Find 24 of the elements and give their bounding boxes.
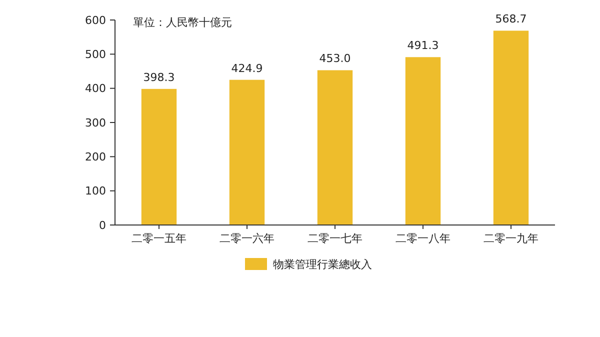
annotation: 單位：人民幣十億元	[133, 16, 232, 29]
bar	[317, 70, 353, 225]
y-tick-label: 500	[85, 48, 106, 62]
legend-label: 物業管理行業總收入	[273, 258, 372, 271]
x-tick-label: 二零一九年	[484, 232, 538, 245]
y-tick-label: 100	[85, 184, 106, 198]
text: 491.3	[407, 39, 439, 52]
bar	[141, 88, 177, 225]
x-tick-label: 二零一七年	[308, 232, 362, 245]
x-tick-label: 二零一六年	[220, 232, 274, 245]
bar	[493, 30, 529, 225]
text: 453.0	[319, 52, 351, 66]
y-tick-label: 400	[85, 82, 106, 96]
text: 424.9	[231, 62, 263, 75]
y-tick-label: 0	[99, 218, 106, 232]
y-tick-label: 600	[85, 14, 106, 27]
x-tick-label: 二零一五年	[132, 232, 186, 245]
bar	[405, 57, 441, 225]
text: 568.7	[495, 12, 527, 26]
y-tick-label: 300	[85, 116, 106, 130]
bar	[229, 80, 265, 225]
text: 398.3	[143, 70, 175, 84]
x-tick-label: 二零一八年	[396, 232, 450, 245]
y-tick-label: 200	[85, 150, 106, 164]
